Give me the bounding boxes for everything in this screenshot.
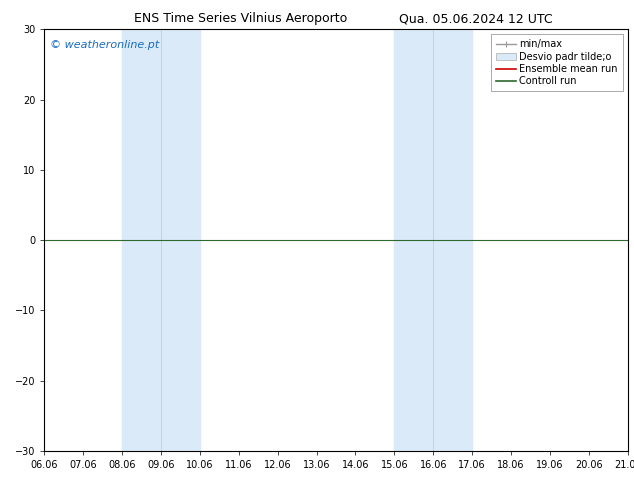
Bar — [394, 29, 472, 451]
Text: Qua. 05.06.2024 12 UTC: Qua. 05.06.2024 12 UTC — [399, 12, 552, 25]
Text: ENS Time Series Vilnius Aeroporto: ENS Time Series Vilnius Aeroporto — [134, 12, 347, 25]
Legend: min/max, Desvio padr tilde;o, Ensemble mean run, Controll run: min/max, Desvio padr tilde;o, Ensemble m… — [491, 34, 623, 91]
Bar — [122, 29, 200, 451]
Text: © weatheronline.pt: © weatheronline.pt — [50, 40, 160, 50]
